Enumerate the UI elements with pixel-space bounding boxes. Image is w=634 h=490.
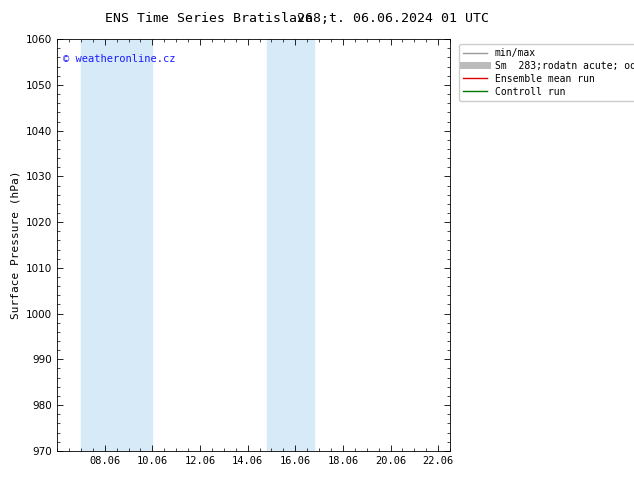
Text: 268;t. 06.06.2024 01 UTC: 268;t. 06.06.2024 01 UTC [297, 12, 489, 25]
Bar [267, 39, 314, 451]
Y-axis label: Surface Pressure (hPa): Surface Pressure (hPa) [10, 171, 20, 319]
Text: © weatheronline.cz: © weatheronline.cz [63, 53, 176, 64]
Text: ENS Time Series Bratislava: ENS Time Series Bratislava [105, 12, 313, 25]
Bar [81, 39, 152, 451]
Legend: min/max, Sm  283;rodatn acute; odchylka, Ensemble mean run, Controll run: min/max, Sm 283;rodatn acute; odchylka, … [459, 44, 634, 100]
